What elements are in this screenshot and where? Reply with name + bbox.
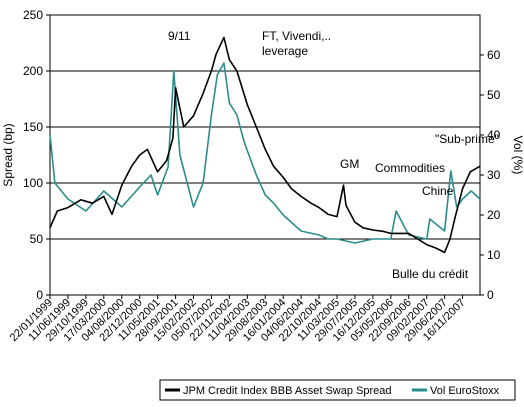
annotation-commodities: Commodities — [375, 161, 445, 175]
right-tick-label: 30 — [487, 168, 501, 182]
right-tick-label: 50 — [487, 88, 501, 102]
legend-label-vol: Vol EuroStoxx — [430, 385, 500, 397]
legend: JPM Credit Index BBB Asset Swap Spread V… — [159, 379, 516, 401]
annotation-chine: Chine — [422, 184, 454, 198]
annotation-sub-prime: "Sub-prime" — [435, 132, 499, 146]
left-tick-label: 50 — [30, 232, 44, 246]
left-tick-label: 100 — [23, 176, 43, 190]
legend-box — [159, 379, 516, 401]
left-tick-label: 250 — [23, 8, 43, 22]
series-line-vol — [49, 62, 481, 244]
series-layer — [49, 36, 481, 254]
left-axis-ticks: 0 50 100 150 200 250 — [23, 8, 50, 302]
right-tick-label: 10 — [487, 248, 501, 262]
left-tick-label: 0 — [36, 288, 43, 302]
right-axis-ticks: 0 10 20 30 40 50 60 — [480, 48, 501, 302]
right-axis-label: Vol (%) — [511, 136, 524, 175]
annotation-bulle-du-credit: Bulle du crédit — [392, 267, 469, 281]
right-tick-label: 0 — [487, 288, 494, 302]
left-axis-label: Spread (bp) — [1, 123, 15, 186]
annotation-ft-vivendi: FT, Vivendi,.. — [262, 29, 331, 43]
annotation-9-11: 9/11 — [168, 29, 191, 43]
annotation-leverage: leverage — [262, 44, 308, 58]
left-tick-label: 200 — [23, 64, 43, 78]
left-tick-label: 150 — [23, 120, 43, 134]
right-tick-label: 20 — [487, 208, 501, 222]
gridlines — [50, 70, 480, 240]
x-axis-ticks: 22/01/199911/06/199929/10/199917/03/2000… — [8, 295, 468, 344]
legend-label-spread: JPM Credit Index BBB Asset Swap Spread — [183, 385, 392, 397]
annotation-gm: GM — [340, 157, 359, 171]
right-tick-label: 60 — [487, 48, 501, 62]
series-line-spread — [49, 36, 481, 254]
right-tick-label: 40 — [487, 128, 501, 142]
